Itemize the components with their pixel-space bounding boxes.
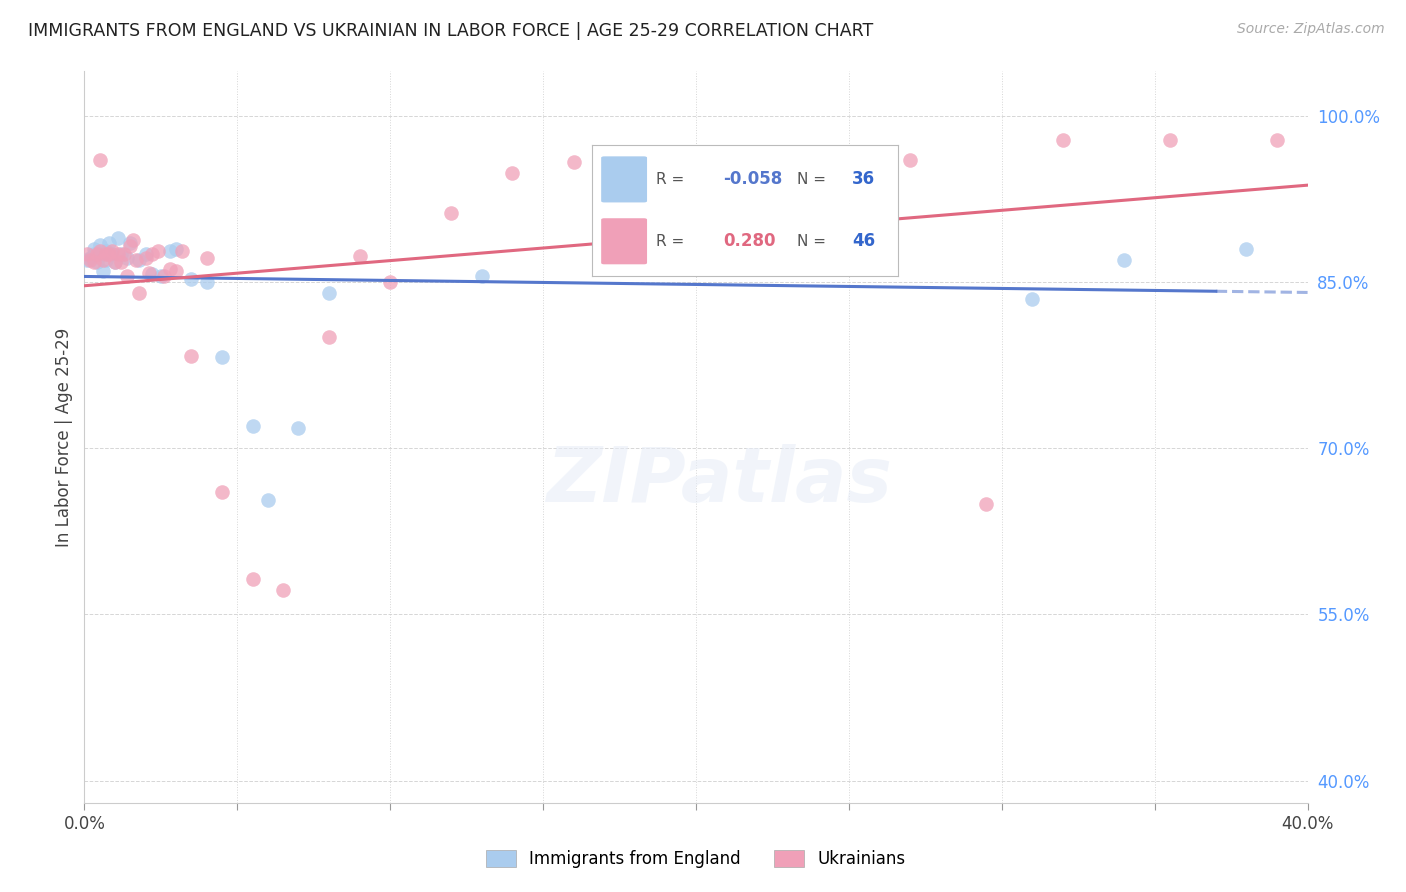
Text: 46: 46: [852, 232, 875, 251]
Point: [101, 244, 124, 258]
Point: [115, 269, 138, 284]
Point: [135, 247, 157, 261]
Point: [471, 269, 494, 284]
Point: [146, 244, 169, 258]
Point: [91, 252, 114, 267]
Point: [89, 238, 111, 252]
Point: [195, 251, 218, 265]
Point: [110, 247, 132, 261]
Point: [562, 155, 585, 169]
Legend: Immigrants from England, Ukrainians: Immigrants from England, Ukrainians: [479, 844, 912, 875]
Point: [128, 285, 150, 300]
Point: [101, 247, 124, 261]
Point: [89, 153, 111, 167]
Point: [685, 244, 707, 258]
Point: [287, 421, 309, 435]
Point: [107, 230, 129, 244]
Point: [110, 255, 132, 269]
Point: [107, 247, 129, 261]
Y-axis label: In Labor Force | Age 25-29: In Labor Force | Age 25-29: [55, 327, 73, 547]
Point: [159, 261, 181, 276]
Point: [172, 244, 194, 258]
Point: [79, 252, 101, 267]
Point: [685, 234, 707, 248]
Point: [141, 247, 163, 261]
Text: IMMIGRANTS FROM ENGLAND VS UKRAINIAN IN LABOR FORCE | AGE 25-29 CORRELATION CHAR: IMMIGRANTS FROM ENGLAND VS UKRAINIAN IN …: [28, 22, 873, 40]
Text: N =: N =: [797, 172, 831, 187]
Point: [94, 252, 117, 267]
Point: [89, 247, 111, 261]
Point: [76, 247, 98, 261]
Point: [1052, 133, 1074, 147]
Point: [1236, 242, 1258, 256]
Point: [1021, 292, 1043, 306]
Point: [125, 252, 148, 267]
Point: [91, 247, 114, 261]
Point: [112, 247, 135, 261]
Point: [165, 264, 187, 278]
Point: [138, 266, 160, 280]
Point: [122, 233, 145, 247]
Point: [318, 285, 340, 300]
Point: [97, 236, 120, 251]
Point: [349, 249, 371, 263]
Point: [120, 239, 142, 253]
Point: [104, 255, 127, 269]
Point: [211, 351, 233, 365]
Point: [86, 247, 108, 261]
Point: [242, 572, 264, 586]
Text: R =: R =: [657, 172, 689, 187]
Point: [638, 153, 661, 167]
Point: [83, 242, 105, 256]
Point: [115, 251, 138, 265]
Point: [195, 275, 218, 289]
Point: [807, 146, 830, 161]
Point: [86, 255, 108, 269]
Point: [135, 251, 157, 265]
Point: [1159, 133, 1181, 147]
Point: [91, 264, 114, 278]
Point: [83, 255, 105, 269]
Point: [257, 493, 280, 508]
Point: [89, 244, 111, 258]
Point: [83, 247, 105, 261]
Text: ZIPatlas: ZIPatlas: [547, 444, 893, 518]
FancyBboxPatch shape: [602, 219, 647, 264]
Text: R =: R =: [657, 234, 689, 249]
Point: [180, 349, 202, 363]
Point: [141, 267, 163, 281]
Point: [165, 242, 187, 256]
Point: [76, 252, 98, 267]
Point: [211, 485, 233, 500]
Point: [128, 252, 150, 267]
Point: [440, 206, 463, 220]
Point: [318, 330, 340, 344]
Point: [159, 244, 181, 258]
Point: [120, 236, 142, 251]
Point: [153, 269, 176, 284]
Point: [271, 582, 294, 597]
Point: [242, 419, 264, 434]
Text: 36: 36: [852, 170, 875, 188]
Text: 0.280: 0.280: [724, 232, 776, 251]
Point: [97, 247, 120, 261]
Point: [149, 269, 172, 284]
Point: [104, 255, 127, 269]
Point: [94, 247, 117, 261]
Point: [94, 244, 117, 258]
Text: N =: N =: [797, 234, 831, 249]
Text: Source: ZipAtlas.com: Source: ZipAtlas.com: [1237, 22, 1385, 37]
Point: [502, 166, 524, 180]
Point: [1265, 133, 1288, 147]
Point: [898, 153, 921, 167]
Point: [79, 251, 101, 265]
Point: [976, 497, 998, 511]
Text: -0.058: -0.058: [724, 170, 783, 188]
Point: [380, 275, 402, 289]
FancyBboxPatch shape: [602, 156, 647, 202]
Point: [1114, 252, 1136, 267]
Point: [180, 271, 202, 285]
